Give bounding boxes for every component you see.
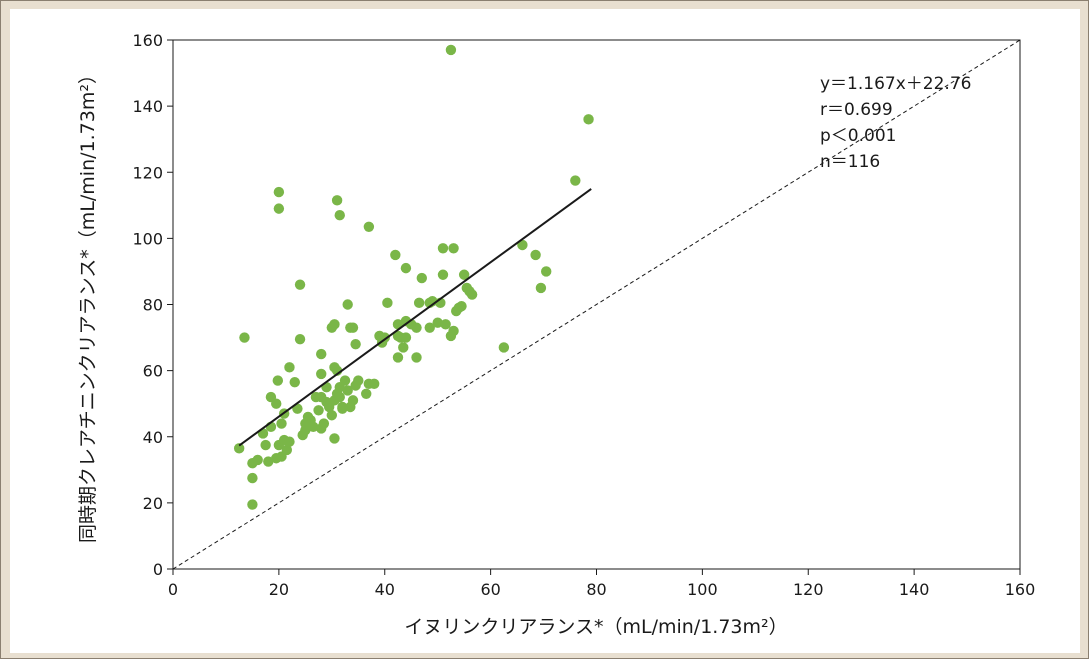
data-point xyxy=(437,269,449,280)
data-point xyxy=(334,391,345,403)
data-point xyxy=(272,375,284,386)
data-point xyxy=(361,388,372,399)
data-point xyxy=(339,375,351,386)
data-point xyxy=(313,405,324,416)
y-tick-label: 0 xyxy=(153,560,163,579)
data-point xyxy=(413,297,425,309)
data-point xyxy=(247,499,258,510)
data-point xyxy=(390,249,401,261)
data-point xyxy=(252,454,263,466)
data-point xyxy=(382,297,393,309)
data-point xyxy=(260,439,271,451)
data-point xyxy=(437,243,449,254)
y-tick-label: 60 xyxy=(143,362,163,381)
data-point xyxy=(400,332,412,343)
y-tick-label: 140 xyxy=(132,97,163,116)
data-point xyxy=(273,186,285,198)
data-point xyxy=(411,322,422,333)
regression-line xyxy=(238,188,592,447)
scatter-chart: 0 20 40 60 80 100 120 140 160 0 20 40 60 80 100 120 140… xyxy=(77,31,1036,638)
plot-panel: 0 20 40 60 80 100 120 140 160 0 20 40 60 80 100 120 140… xyxy=(10,9,1080,653)
data-point xyxy=(535,282,547,294)
data-point xyxy=(448,325,459,337)
y-tick-label: 160 xyxy=(132,31,163,50)
data-point xyxy=(456,300,467,312)
data-point xyxy=(239,332,250,343)
data-point xyxy=(316,348,327,360)
data-point xyxy=(432,317,443,328)
data-point xyxy=(398,342,409,353)
data-point xyxy=(541,266,552,277)
y-tick-label: 120 xyxy=(132,163,163,182)
data-point xyxy=(329,433,340,444)
data-point xyxy=(583,114,594,125)
y-tick-label: 100 xyxy=(132,229,163,248)
data-point xyxy=(334,210,345,221)
data-point xyxy=(347,395,359,406)
data-point xyxy=(448,243,459,254)
x-tick-label: 100 xyxy=(687,580,718,599)
data-point xyxy=(416,272,428,284)
data-point xyxy=(331,195,343,206)
x-tick-label: 0 xyxy=(168,580,178,599)
data-point xyxy=(284,362,295,373)
data-point xyxy=(318,418,330,429)
data-point xyxy=(400,262,412,274)
data-point xyxy=(289,376,300,388)
identity-line xyxy=(172,39,1021,570)
data-point xyxy=(263,456,274,467)
data-point xyxy=(316,368,327,380)
data-point xyxy=(353,375,364,386)
annotation-n: n＝116 xyxy=(820,152,880,172)
annotation-equation: y＝1.167x＋22.76 xyxy=(820,74,971,94)
data-point xyxy=(316,391,327,403)
y-tick-label: 40 xyxy=(143,428,163,447)
data-point xyxy=(517,239,528,251)
data-point xyxy=(294,334,306,345)
data-point xyxy=(347,322,359,333)
x-tick-label: 140 xyxy=(899,580,930,599)
data-point xyxy=(530,249,541,261)
data-point xyxy=(337,403,348,414)
data-point xyxy=(368,378,380,390)
data-point xyxy=(350,338,361,350)
data-point xyxy=(466,289,478,300)
data-point xyxy=(273,203,285,214)
data-point xyxy=(284,436,295,447)
data-point xyxy=(424,322,435,333)
data-point xyxy=(458,269,470,280)
data-point xyxy=(329,319,340,330)
data-point xyxy=(271,398,282,409)
x-tick-label: 120 xyxy=(793,580,824,599)
y-axis-title: 同時期クレアチニンクリアランス*（mL/min/1.73m²） xyxy=(77,65,99,543)
y-tick-label: 20 xyxy=(143,494,163,513)
annotation-r: r＝0.699 xyxy=(820,100,893,120)
data-point xyxy=(411,352,422,363)
y-tick-label: 80 xyxy=(143,296,163,315)
data-point xyxy=(570,175,581,186)
data-point xyxy=(363,221,375,233)
data-point xyxy=(440,319,451,330)
data-point xyxy=(392,352,404,363)
x-tick-label: 80 xyxy=(586,580,606,599)
data-point xyxy=(233,443,245,454)
data-point xyxy=(294,279,306,290)
x-tick-label: 60 xyxy=(480,580,500,599)
data-point xyxy=(445,44,457,56)
data-point xyxy=(392,330,404,342)
annotation-p: p＜0.001 xyxy=(820,126,896,146)
x-tick-label: 20 xyxy=(269,580,289,599)
x-tick-label: 40 xyxy=(375,580,395,599)
data-point xyxy=(342,385,353,396)
data-point xyxy=(276,418,287,429)
data-point xyxy=(308,421,319,433)
x-axis-title: イヌリンクリアランス*（mL/min/1.73m²） xyxy=(404,616,787,638)
data-point xyxy=(326,410,338,421)
data-point xyxy=(281,444,293,456)
x-tick-label: 160 xyxy=(1005,580,1036,599)
data-point xyxy=(498,342,510,353)
data-point xyxy=(247,472,258,484)
data-point xyxy=(342,299,353,310)
